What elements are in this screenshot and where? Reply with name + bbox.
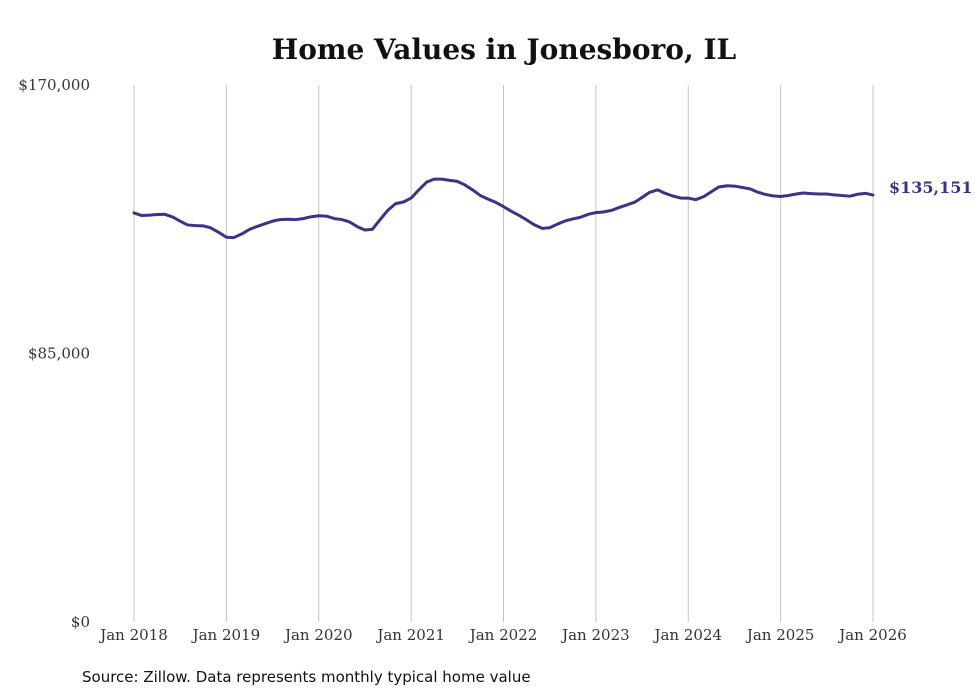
y-axis: $0 $85,000 $170,000 xyxy=(18,76,90,631)
x-tick-label-0: Jan 2018 xyxy=(98,626,168,644)
x-tick-label-5: Jan 2023 xyxy=(560,626,630,644)
x-tick-label-8: Jan 2026 xyxy=(837,626,907,644)
vertical-grid xyxy=(133,85,874,622)
x-tick-label-2: Jan 2020 xyxy=(283,626,353,644)
series-group xyxy=(132,177,875,240)
end-value-label: $135,151 xyxy=(889,178,973,197)
y-tick-label-2: $170,000 xyxy=(18,76,90,94)
source-note: Source: Zillow. Data represents monthly … xyxy=(82,668,531,686)
x-tick-label-7: Jan 2025 xyxy=(745,626,815,644)
x-axis: Jan 2018 Jan 2019 Jan 2020 Jan 2021 Jan 2022… xyxy=(98,626,907,644)
chart-title: Home Values in Jonesboro, IL xyxy=(272,33,737,66)
y-tick-label-1: $85,000 xyxy=(28,345,90,363)
y-tick-label-0: $0 xyxy=(71,613,90,631)
x-tick-label-4: Jan 2022 xyxy=(468,626,538,644)
x-tick-label-1: Jan 2019 xyxy=(191,626,261,644)
series-line-0 xyxy=(132,177,875,240)
x-tick-label-6: Jan 2024 xyxy=(652,626,722,644)
x-tick-label-3: Jan 2021 xyxy=(375,626,445,644)
